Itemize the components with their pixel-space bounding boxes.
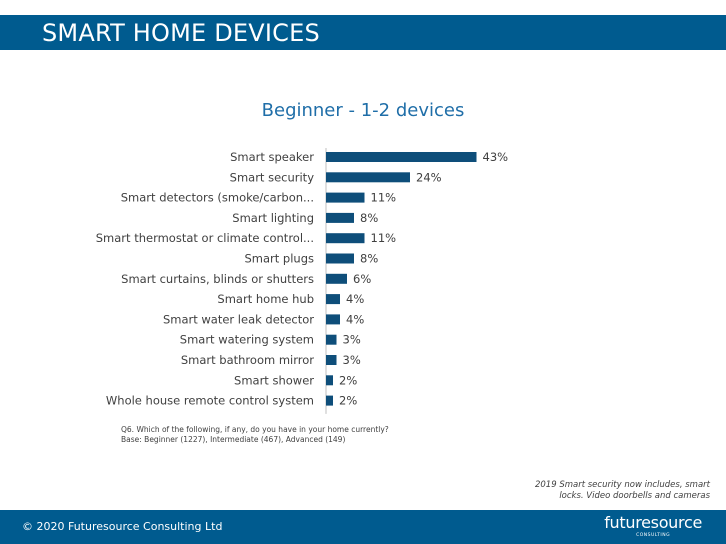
value-label: 2% xyxy=(339,394,357,408)
value-label: 4% xyxy=(346,312,364,326)
bar xyxy=(326,273,347,284)
category-label: Smart thermostat or climate control... xyxy=(96,231,314,245)
value-label: 8% xyxy=(360,211,378,225)
bar xyxy=(326,375,333,386)
logo-word: futuresource xyxy=(604,513,702,532)
bar xyxy=(326,172,410,183)
category-label: Smart speaker xyxy=(230,150,314,164)
category-label: Smart water leak detector xyxy=(163,312,314,326)
value-label: 11% xyxy=(371,191,397,205)
bar xyxy=(326,152,477,162)
footer-bar: © 2020 Futuresource Consulting Ltd futur… xyxy=(0,510,726,544)
futuresource-logo: futuresource CONSULTING xyxy=(604,513,702,539)
value-label: 24% xyxy=(416,170,442,184)
category-label: Smart home hub xyxy=(217,292,314,306)
category-label: Smart curtains, blinds or shutters xyxy=(121,272,314,286)
bar xyxy=(326,294,340,305)
bar xyxy=(326,395,333,406)
bar xyxy=(326,212,354,223)
header-bar: SMART HOME DEVICES xyxy=(0,15,726,50)
category-label: Smart shower xyxy=(234,373,314,387)
category-label: Smart detectors (smoke/carbon... xyxy=(121,191,314,205)
category-label: Smart lighting xyxy=(232,211,314,225)
bar xyxy=(326,355,337,365)
bar xyxy=(326,314,340,325)
copyright-text: © 2020 Futuresource Consulting Ltd xyxy=(22,520,223,533)
bar xyxy=(326,192,365,203)
base-text: Base: Beginner (1227), Intermediate (467… xyxy=(121,435,346,444)
category-label: Smart watering system xyxy=(180,333,314,347)
category-label: Smart plugs xyxy=(244,252,314,266)
bar xyxy=(326,233,365,244)
value-label: 4% xyxy=(346,292,364,306)
value-label: 3% xyxy=(343,333,361,347)
value-label: 11% xyxy=(371,231,397,245)
value-label: 43% xyxy=(483,150,509,164)
value-label: 8% xyxy=(360,252,378,266)
logo-subtext: CONSULTING xyxy=(636,533,671,538)
category-label: Smart bathroom mirror xyxy=(181,353,314,367)
bar xyxy=(326,334,337,345)
value-label: 3% xyxy=(343,353,361,367)
category-label: Whole house remote control system xyxy=(106,394,314,408)
value-label: 6% xyxy=(353,272,371,286)
category-label: Smart security xyxy=(230,170,315,184)
question-text: Q6. Which of the following, if any, do y… xyxy=(121,425,389,434)
chart-title: Beginner - 1-2 devices xyxy=(261,100,465,121)
survey-note: Q6. Which of the following, if any, do y… xyxy=(121,425,389,445)
bar-chart: Smart speaker 43% Smart security 24% Smart d… xyxy=(96,148,509,414)
bar xyxy=(326,253,354,264)
value-label: 2% xyxy=(339,373,357,387)
page-title: SMART HOME DEVICES xyxy=(42,19,320,47)
footnote: 2019 Smart security now includes, smart … xyxy=(534,480,710,501)
